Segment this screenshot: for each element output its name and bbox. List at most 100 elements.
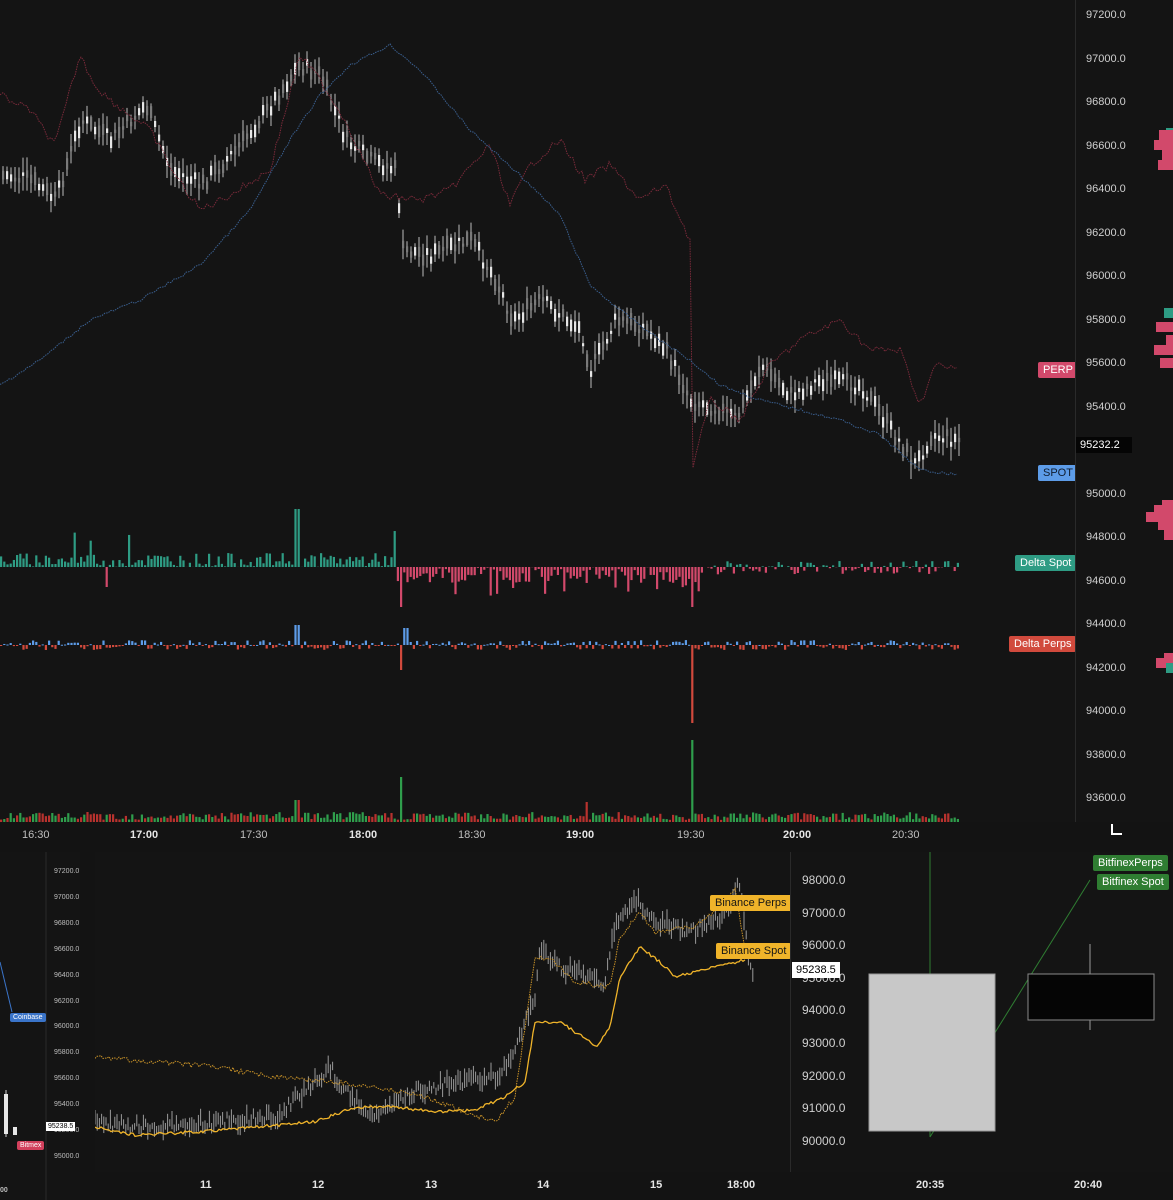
binance-spot-line (95, 946, 746, 1138)
mini-price-tick: 96600.0 (54, 945, 80, 953)
main-time-axis[interactable]: 16:30 17:00 17:30 18:00 18:30 19:00 19:30 20:00… (0, 822, 1173, 848)
bottom-right-pane[interactable]: BitfinexPerps Bitfinex Spot (852, 852, 1173, 1172)
delta-spot-bar (326, 559, 329, 567)
delta-perps-bar (454, 645, 457, 650)
delta-spot-bar (435, 567, 438, 574)
binance-perps-line (95, 886, 746, 1122)
corner-resize-icon[interactable] (1111, 824, 1122, 835)
delta-perps-bar (28, 642, 31, 645)
delta-spot-bar (246, 565, 249, 567)
candle-body (642, 323, 645, 328)
delta-perps-bar (515, 645, 518, 648)
candle-body (318, 66, 321, 75)
candle-body (506, 310, 509, 314)
delta-spot-bar (265, 553, 268, 567)
volume-bar (883, 812, 886, 822)
candle-body (2, 170, 5, 180)
volume-bar (67, 813, 70, 822)
volume-bar (464, 812, 467, 822)
bottom-price-chart[interactable] (95, 852, 790, 1172)
profile-bar (1164, 530, 1173, 540)
volume-bar (256, 814, 259, 822)
delta-perps-bar (166, 645, 169, 650)
candle-body (666, 342, 669, 349)
binance-spot-tag: Binance Spot (716, 943, 792, 959)
bottom-right-time-axis[interactable]: 20:35 20:40 (852, 1172, 1173, 1200)
delta-spot-bar (732, 567, 735, 574)
delta-perps-bar (441, 642, 444, 645)
candle-body (806, 383, 809, 390)
delta-spot-bar (515, 567, 518, 583)
bitfinex-candle-chart[interactable] (852, 852, 1173, 1172)
delta-perps-bar (179, 645, 182, 648)
delta-perps-bar (716, 645, 719, 648)
delta-perps-bar (96, 645, 99, 650)
delta-spot-bar (105, 567, 108, 587)
candle-body (922, 455, 925, 460)
delta-spot-bar (905, 566, 908, 567)
delta-perps-bar (64, 644, 67, 646)
candle-body (410, 251, 413, 258)
delta-spot-bar (889, 562, 892, 567)
delta-spot-bar (649, 567, 652, 575)
volume-bar (800, 819, 803, 822)
delta-spot-bar (713, 565, 716, 567)
delta-spot-bar (796, 567, 799, 573)
volume-bar (35, 813, 38, 822)
delta-spot-bar (358, 559, 361, 567)
mini-left-chart[interactable] (0, 852, 80, 1200)
candle-body (370, 151, 373, 157)
candle-body (346, 131, 349, 138)
volume-bar (403, 819, 406, 822)
delta-perps-bar (729, 643, 732, 645)
delta-perps-bar (681, 643, 684, 645)
delta-spot-bar (313, 556, 316, 567)
candle-body (238, 142, 241, 148)
bottom-time-axis[interactable]: 11 12 13 14 15 18:00 (95, 1172, 790, 1200)
delta-spot-bar (806, 562, 809, 567)
bottom-price-axis[interactable]: 98000.097000.096000.095000.094000.093000… (790, 852, 853, 1172)
delta-spot-bar (710, 567, 713, 569)
candle-body (106, 128, 109, 133)
candle-body (934, 433, 937, 439)
delta-perps-bar (80, 645, 83, 648)
delta-spot-bar (579, 567, 582, 577)
delta-perps-bar (176, 645, 179, 649)
candle-body (958, 437, 961, 443)
candle-body (262, 105, 265, 116)
delta-perps-bar (76, 642, 79, 645)
delta-perps-bar (262, 640, 265, 645)
delta-spot-bar (787, 566, 790, 567)
last-price-box: 95232.2 (1076, 437, 1132, 453)
volume-bar (275, 814, 278, 822)
delta-perps-bar (553, 643, 556, 645)
main-price-axis[interactable]: 97200.0 97000.0 96800.0 96600.0 96400.0 96200… (1075, 0, 1173, 822)
delta-spot-bar (144, 565, 147, 567)
price-tick: 96600.0 (1086, 139, 1126, 152)
mini-left-pane[interactable]: 97200.0 97000.0 96800.0 96600.0 96400.0 96200… (0, 852, 80, 1200)
main-chart-pane[interactable]: PERP SPOT Delta Spot Delta Perps (0, 0, 1078, 822)
main-price-chart[interactable] (0, 0, 1075, 822)
delta-spot-bar (310, 555, 313, 567)
delta-spot-bar (371, 559, 374, 567)
bitmex-tag: Bitmex (17, 1141, 45, 1150)
delta-spot-bar (588, 567, 591, 570)
volume-bar (755, 813, 758, 822)
delta-spot-bar (134, 562, 137, 567)
delta-perps-bar (505, 645, 508, 648)
delta-spot-bar (812, 564, 815, 567)
delta-spot-bar (262, 563, 265, 567)
candle-body (130, 121, 133, 127)
delta-spot-bar (339, 558, 342, 567)
price-tick: 97000.0 (1086, 52, 1126, 65)
delta-spot-bar (694, 567, 697, 583)
delta-perps-bar (208, 645, 211, 649)
delta-perps-bar (6, 644, 9, 646)
bottom-chart-pane[interactable]: Binance Perps Binance Spot (95, 852, 792, 1172)
delta-perps-bar (131, 641, 134, 645)
delta-spot-bar (556, 567, 559, 576)
delta-spot-bars (0, 509, 959, 607)
delta-perps-bar (870, 641, 873, 645)
volume-bar (636, 817, 639, 822)
delta-spot-bar (76, 562, 79, 567)
